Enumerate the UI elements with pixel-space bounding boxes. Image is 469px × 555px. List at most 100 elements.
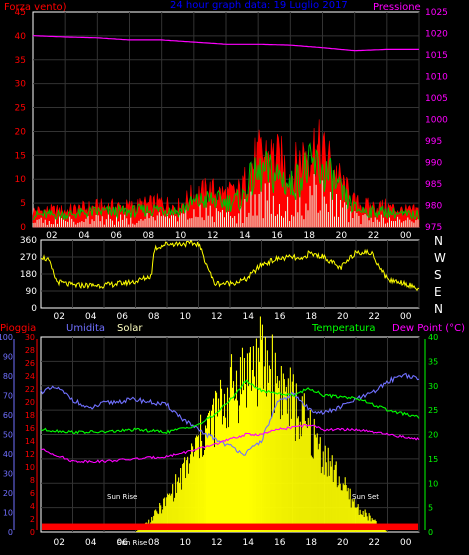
- humidity-tick-label: 40: [3, 450, 13, 459]
- wind-tick-label: 45: [15, 8, 26, 18]
- x-tick-label: 00: [400, 538, 412, 548]
- pressure-tick-label: 1025: [425, 8, 448, 18]
- humidity-tick-label: 50: [3, 431, 13, 440]
- pressure-tick-label: 985: [425, 180, 442, 190]
- wind-tick-label: 15: [15, 151, 26, 161]
- wind-tick-label: 40: [15, 32, 27, 42]
- chart-title: 24 hour graph data: 19 Luglio 2017: [170, 0, 348, 11]
- temperature-label: Temperatura: [311, 323, 376, 334]
- dewpoint-label: Dew Point (°C): [392, 323, 465, 334]
- x-tick-label: 04: [85, 312, 97, 322]
- x-tick-label: 04: [85, 538, 97, 548]
- x-tick-label: 16: [274, 538, 286, 548]
- rain-tick-label: 4: [30, 502, 35, 511]
- wind-axis-ticks: 0 5 10 15 20 25 30 35 40 45: [15, 8, 27, 233]
- sun-rise-axis-label: Sun Rise: [117, 539, 147, 547]
- humidity-tick-label: 0: [8, 528, 13, 537]
- wind-tick-label: 5: [20, 199, 26, 209]
- x-tick-label: 00: [400, 231, 412, 241]
- temperature-tick-label: 30: [428, 382, 438, 391]
- sun-rise-label: Sun Rise: [107, 493, 137, 501]
- rain-tick-label: 10: [25, 463, 35, 472]
- wind-tick-label: 30: [15, 80, 27, 90]
- x-tick-label: 04: [78, 231, 90, 241]
- temperature-tick-label: 20: [428, 431, 438, 440]
- x-tick-label: 16: [271, 231, 283, 241]
- x-tick-label: 20: [337, 312, 349, 322]
- humidity-label: Umidita: [66, 323, 105, 334]
- humidity-tick-label: 60: [3, 411, 13, 420]
- wind-axis-label: Forza vento): [4, 2, 67, 13]
- rain-bar: [42, 523, 418, 530]
- x-tick-label: 00: [400, 312, 412, 322]
- x-tick-label: 08: [148, 312, 160, 322]
- x-tick-label: 12: [211, 312, 222, 322]
- wind-time-axis-ticks: 02 04 06 08 10 12 14 16 18 20 22 00: [46, 231, 412, 241]
- x-tick-label: 02: [46, 231, 57, 241]
- humidity-tick-label: 80: [3, 372, 13, 381]
- rain-tick-label: 8: [30, 476, 35, 485]
- wind-average-line: [32, 142, 420, 221]
- rain-tick-label: 12: [25, 450, 35, 459]
- x-tick-label: 10: [180, 312, 192, 322]
- temperature-tick-label: 35: [428, 357, 438, 366]
- direction-time-axis-ticks: 02 04 06 08 10 12 14 16 18 20 22 00: [54, 312, 412, 322]
- x-tick-label: 06: [117, 312, 129, 322]
- pressure-axis-ticks: 975 980 985 990 995 1000 1005 1010 1015 1020 1025: [425, 8, 448, 233]
- pressure-axis-label: Pressione: [373, 2, 421, 13]
- pressure-tick-label: 990: [425, 159, 442, 169]
- x-tick-label: 18: [306, 538, 318, 548]
- humidity-tick-label: 100: [0, 333, 13, 342]
- rain-tick-label: 0: [30, 528, 35, 537]
- x-tick-label: 20: [337, 538, 349, 548]
- humidity-tick-label: 90: [3, 353, 13, 362]
- pressure-line: [33, 35, 419, 52]
- rain-label: Pioggia: [0, 323, 36, 334]
- wind-direction-grid: [41, 240, 420, 308]
- pressure-tick-label: 980: [425, 202, 442, 212]
- direction-tick-label: 0: [31, 304, 37, 314]
- rain-tick-label: 30: [25, 333, 35, 342]
- rain-tick-label: 18: [25, 411, 35, 420]
- x-tick-label: 08: [143, 231, 155, 241]
- x-tick-label: 22: [369, 538, 380, 548]
- x-tick-label: 12: [207, 231, 218, 241]
- pressure-tick-label: 1005: [425, 94, 448, 104]
- rain-tick-label: 22: [25, 385, 35, 394]
- x-tick-label: 02: [54, 312, 65, 322]
- rain-tick-label: 14: [25, 437, 35, 446]
- climate-plot: [40, 316, 420, 532]
- rain-tick-label: 24: [25, 372, 35, 381]
- compass-label: W: [434, 251, 446, 265]
- pressure-tick-label: 1010: [425, 73, 448, 83]
- temperature-tick-label: 25: [428, 406, 438, 415]
- wind-direction-line: [41, 240, 420, 292]
- rain-tick-label: 26: [25, 359, 35, 368]
- x-tick-label: 14: [239, 231, 251, 241]
- compass-label: N: [434, 302, 443, 316]
- x-tick-label: 14: [243, 538, 255, 548]
- humidity-tick-label: 20: [3, 489, 13, 498]
- x-tick-label: 14: [243, 312, 255, 322]
- humidity-tick-label: 70: [3, 392, 13, 401]
- x-tick-label: 22: [369, 312, 380, 322]
- humidity-axis-ticks: 0 10 20 30 40 50 60 70 80 90 100: [0, 333, 13, 537]
- dewpoint-line: [40, 423, 420, 464]
- wind-tick-label: 35: [15, 56, 26, 66]
- pressure-tick-label: 1020: [425, 30, 448, 40]
- direction-tick-label: 270: [20, 253, 37, 263]
- temperature-tick-label: 40: [428, 333, 438, 342]
- direction-axis-ticks: 0 90 180 270 360: [20, 236, 37, 314]
- temperature-tick-label: 15: [428, 455, 438, 464]
- rain-tick-label: 2: [30, 515, 35, 524]
- rain-tick-label: 20: [25, 398, 35, 407]
- pressure-tick-label: 995: [425, 137, 442, 147]
- wind-tick-label: 20: [15, 127, 27, 137]
- compass-label: E: [434, 285, 442, 299]
- rain-tick-label: 6: [30, 489, 35, 498]
- direction-tick-label: 180: [20, 270, 37, 280]
- wind-tick-label: 0: [20, 223, 26, 233]
